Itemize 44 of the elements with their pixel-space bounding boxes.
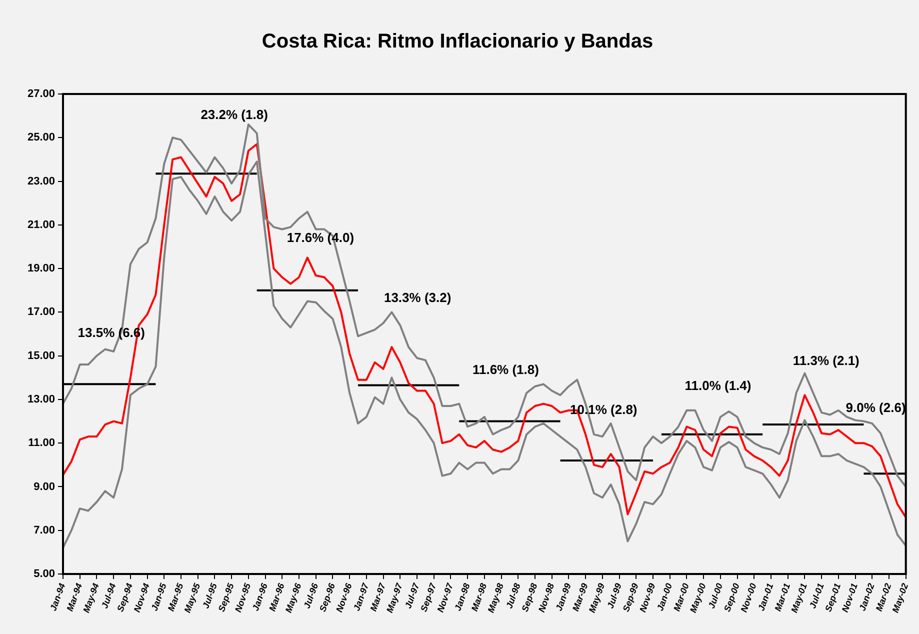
x-tick-label: Jan-00 xyxy=(654,582,674,612)
x-tick-label: Nov-99 xyxy=(638,582,658,614)
x-tick-label: Mar-94 xyxy=(64,582,84,613)
x-tick-label: Sep-99 xyxy=(620,582,640,614)
y-tick-label: 21.00 xyxy=(27,218,55,231)
y-tick-label: 23.00 xyxy=(27,175,55,188)
x-tick-label: Jan-02 xyxy=(857,582,876,612)
x-tick-label: Jan-01 xyxy=(756,582,776,612)
y-tick-label: 9.00 xyxy=(34,480,55,493)
x-tick-label: Mar-02 xyxy=(874,582,894,613)
x-tick-label: Nov-00 xyxy=(738,582,758,614)
y-tick-label: 25.00 xyxy=(27,132,55,144)
x-tick-label: Jul-99 xyxy=(605,582,624,610)
x-tick-label: Jan-97 xyxy=(352,581,371,612)
x-tick-label: Jul-00 xyxy=(706,582,725,610)
x-tick-label: Jan-96 xyxy=(250,581,270,612)
x-tick-label: Sep-00 xyxy=(722,582,742,614)
x-tick-label: Jan-94 xyxy=(48,582,68,612)
y-tick-label: 17.00 xyxy=(27,306,55,318)
x-tick-label: Mar-96 xyxy=(267,581,287,613)
x-tick-label: Mar-00 xyxy=(672,582,691,613)
y-tick-label: 5.00 xyxy=(34,568,55,580)
annotation: 11.3% (2.1) xyxy=(792,353,860,368)
chart-title: Costa Rica: Ritmo Inflacionario y Bandas xyxy=(262,30,654,53)
x-tick-label: Jul-94 xyxy=(100,582,118,610)
annotation: 13.3% (3.2) xyxy=(384,290,452,305)
x-tick-label: Mar-01 xyxy=(772,582,792,613)
annotation: 10.1% (2.8) xyxy=(570,402,638,418)
y-tick-label: 27.00 xyxy=(27,88,55,100)
x-tick-label: Jan-98 xyxy=(452,582,472,612)
y-tick-label: 11.00 xyxy=(28,437,55,450)
y-tick-label: 13.00 xyxy=(27,393,55,406)
x-tick-label: Jul-01 xyxy=(808,582,826,610)
annotation: 23.2% (1.8) xyxy=(200,107,268,122)
annotation: 11.6% (1.8) xyxy=(472,362,539,377)
x-tick-label: Jan-99 xyxy=(554,582,573,612)
annotation: 11.0% (1.4) xyxy=(684,378,752,393)
y-tick-label: 7.00 xyxy=(34,524,55,536)
x-tick-label: Jul-98 xyxy=(504,582,522,610)
annotation: 17.6% (4.0) xyxy=(286,230,354,245)
y-tick-label: 19.00 xyxy=(27,262,55,275)
x-tick-label: Sep-01 xyxy=(823,582,843,614)
y-tick-label: 15.00 xyxy=(27,350,55,362)
annotation: 9.0% (2.6) xyxy=(846,400,906,416)
